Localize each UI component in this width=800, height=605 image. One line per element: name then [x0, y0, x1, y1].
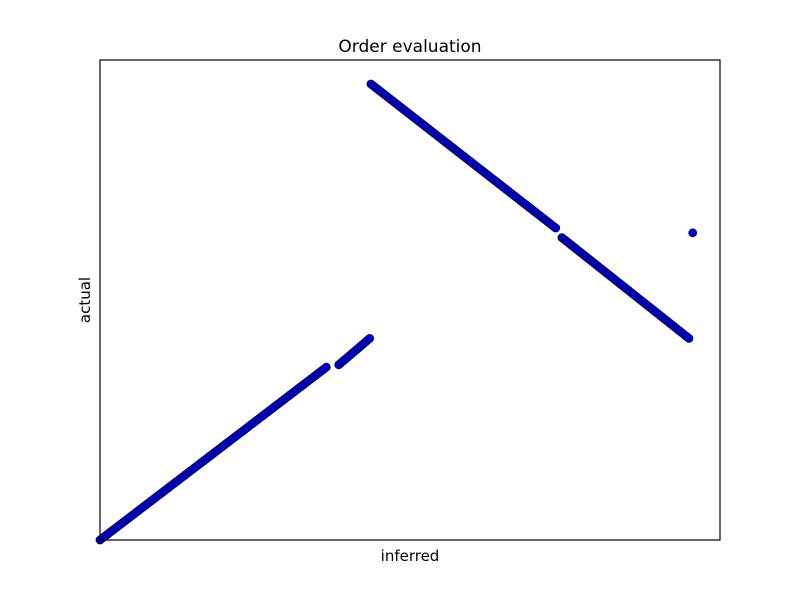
data-point-327: [684, 333, 694, 343]
data-point-247: [551, 223, 561, 233]
chart-title: Order evaluation: [338, 37, 481, 57]
data-point-328: [688, 228, 698, 238]
data-point-137: [365, 333, 375, 343]
y-axis-label: actual: [76, 277, 94, 323]
plot-frame: [99, 59, 721, 541]
data-points: [95, 79, 698, 545]
data-point-119: [321, 362, 331, 372]
x-axis-label: inferred: [381, 547, 440, 565]
